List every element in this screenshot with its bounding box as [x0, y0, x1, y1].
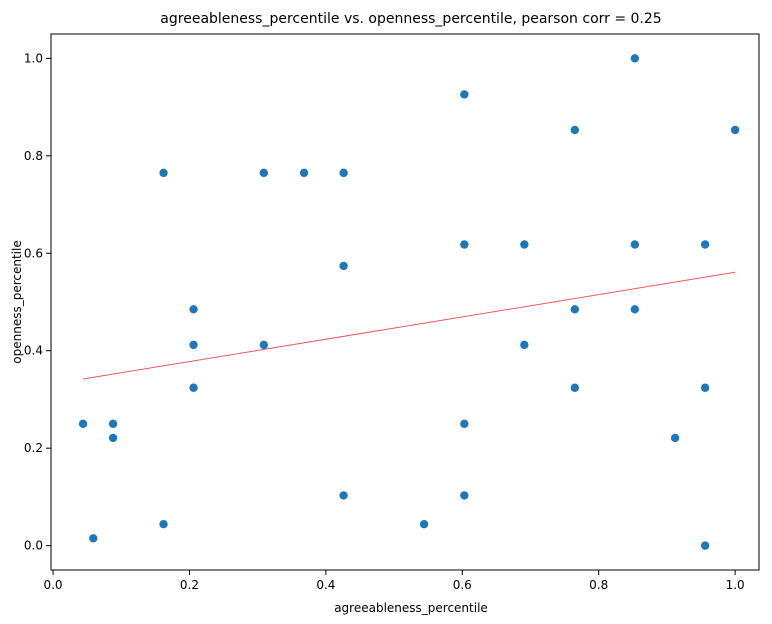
data-point — [419, 519, 429, 529]
data-point — [630, 305, 640, 314]
y-tick-label: 1.0 — [24, 51, 43, 65]
data-point — [630, 54, 640, 63]
x-tick-label: 0.8 — [589, 578, 608, 592]
data-point — [189, 305, 198, 314]
data-point — [189, 340, 198, 350]
y-tick-label: 0.2 — [24, 441, 43, 455]
data-point — [108, 419, 118, 429]
x-tick-label: 1.0 — [726, 578, 745, 592]
data-point — [460, 419, 469, 429]
data-point — [339, 491, 348, 500]
data-point — [460, 90, 469, 99]
data-point — [159, 168, 168, 178]
data-point — [700, 541, 710, 550]
data-point — [520, 340, 529, 350]
data-point — [339, 168, 348, 178]
data-point — [259, 340, 269, 350]
trend-line — [82, 271, 736, 380]
data-point — [78, 419, 88, 429]
data-point — [159, 519, 168, 529]
x-tick-label: 0.4 — [316, 578, 335, 592]
data-point — [700, 240, 710, 249]
plot-frame — [50, 33, 760, 571]
data-point — [700, 383, 710, 392]
data-point — [108, 433, 118, 443]
data-point — [89, 534, 98, 543]
data-point — [460, 491, 469, 500]
data-point — [189, 383, 198, 392]
x-tick-label: 0.6 — [453, 578, 472, 592]
y-tick-label: 0.6 — [24, 246, 43, 260]
data-point — [460, 240, 469, 249]
data-point — [339, 261, 348, 271]
x-tick-label: 0.2 — [180, 578, 199, 592]
y-tick-label: 0.8 — [24, 149, 43, 163]
chart-title: agreeableness_percentile vs. openness_pe… — [160, 11, 661, 27]
y-axis-title: openness_percentile — [10, 240, 24, 363]
data-point — [630, 240, 640, 249]
data-point — [570, 305, 580, 314]
y-tick-label: 0.0 — [24, 539, 43, 553]
data-point — [570, 125, 580, 135]
x-axis-title: agreeableness_percentile — [334, 601, 488, 615]
data-point — [299, 168, 309, 178]
data-point — [670, 433, 680, 443]
data-point — [259, 168, 269, 178]
plot-area: 0.0 0.2 0.4 0.6 0.8 1.0 0.0 0.2 0.4 0.6 0.8 1.0 — [24, 33, 760, 592]
data-point — [570, 383, 580, 392]
y-tick-label: 0.4 — [24, 344, 43, 358]
data-point — [520, 240, 529, 249]
x-tick-label: 0.0 — [43, 578, 62, 592]
data-point — [730, 125, 740, 135]
